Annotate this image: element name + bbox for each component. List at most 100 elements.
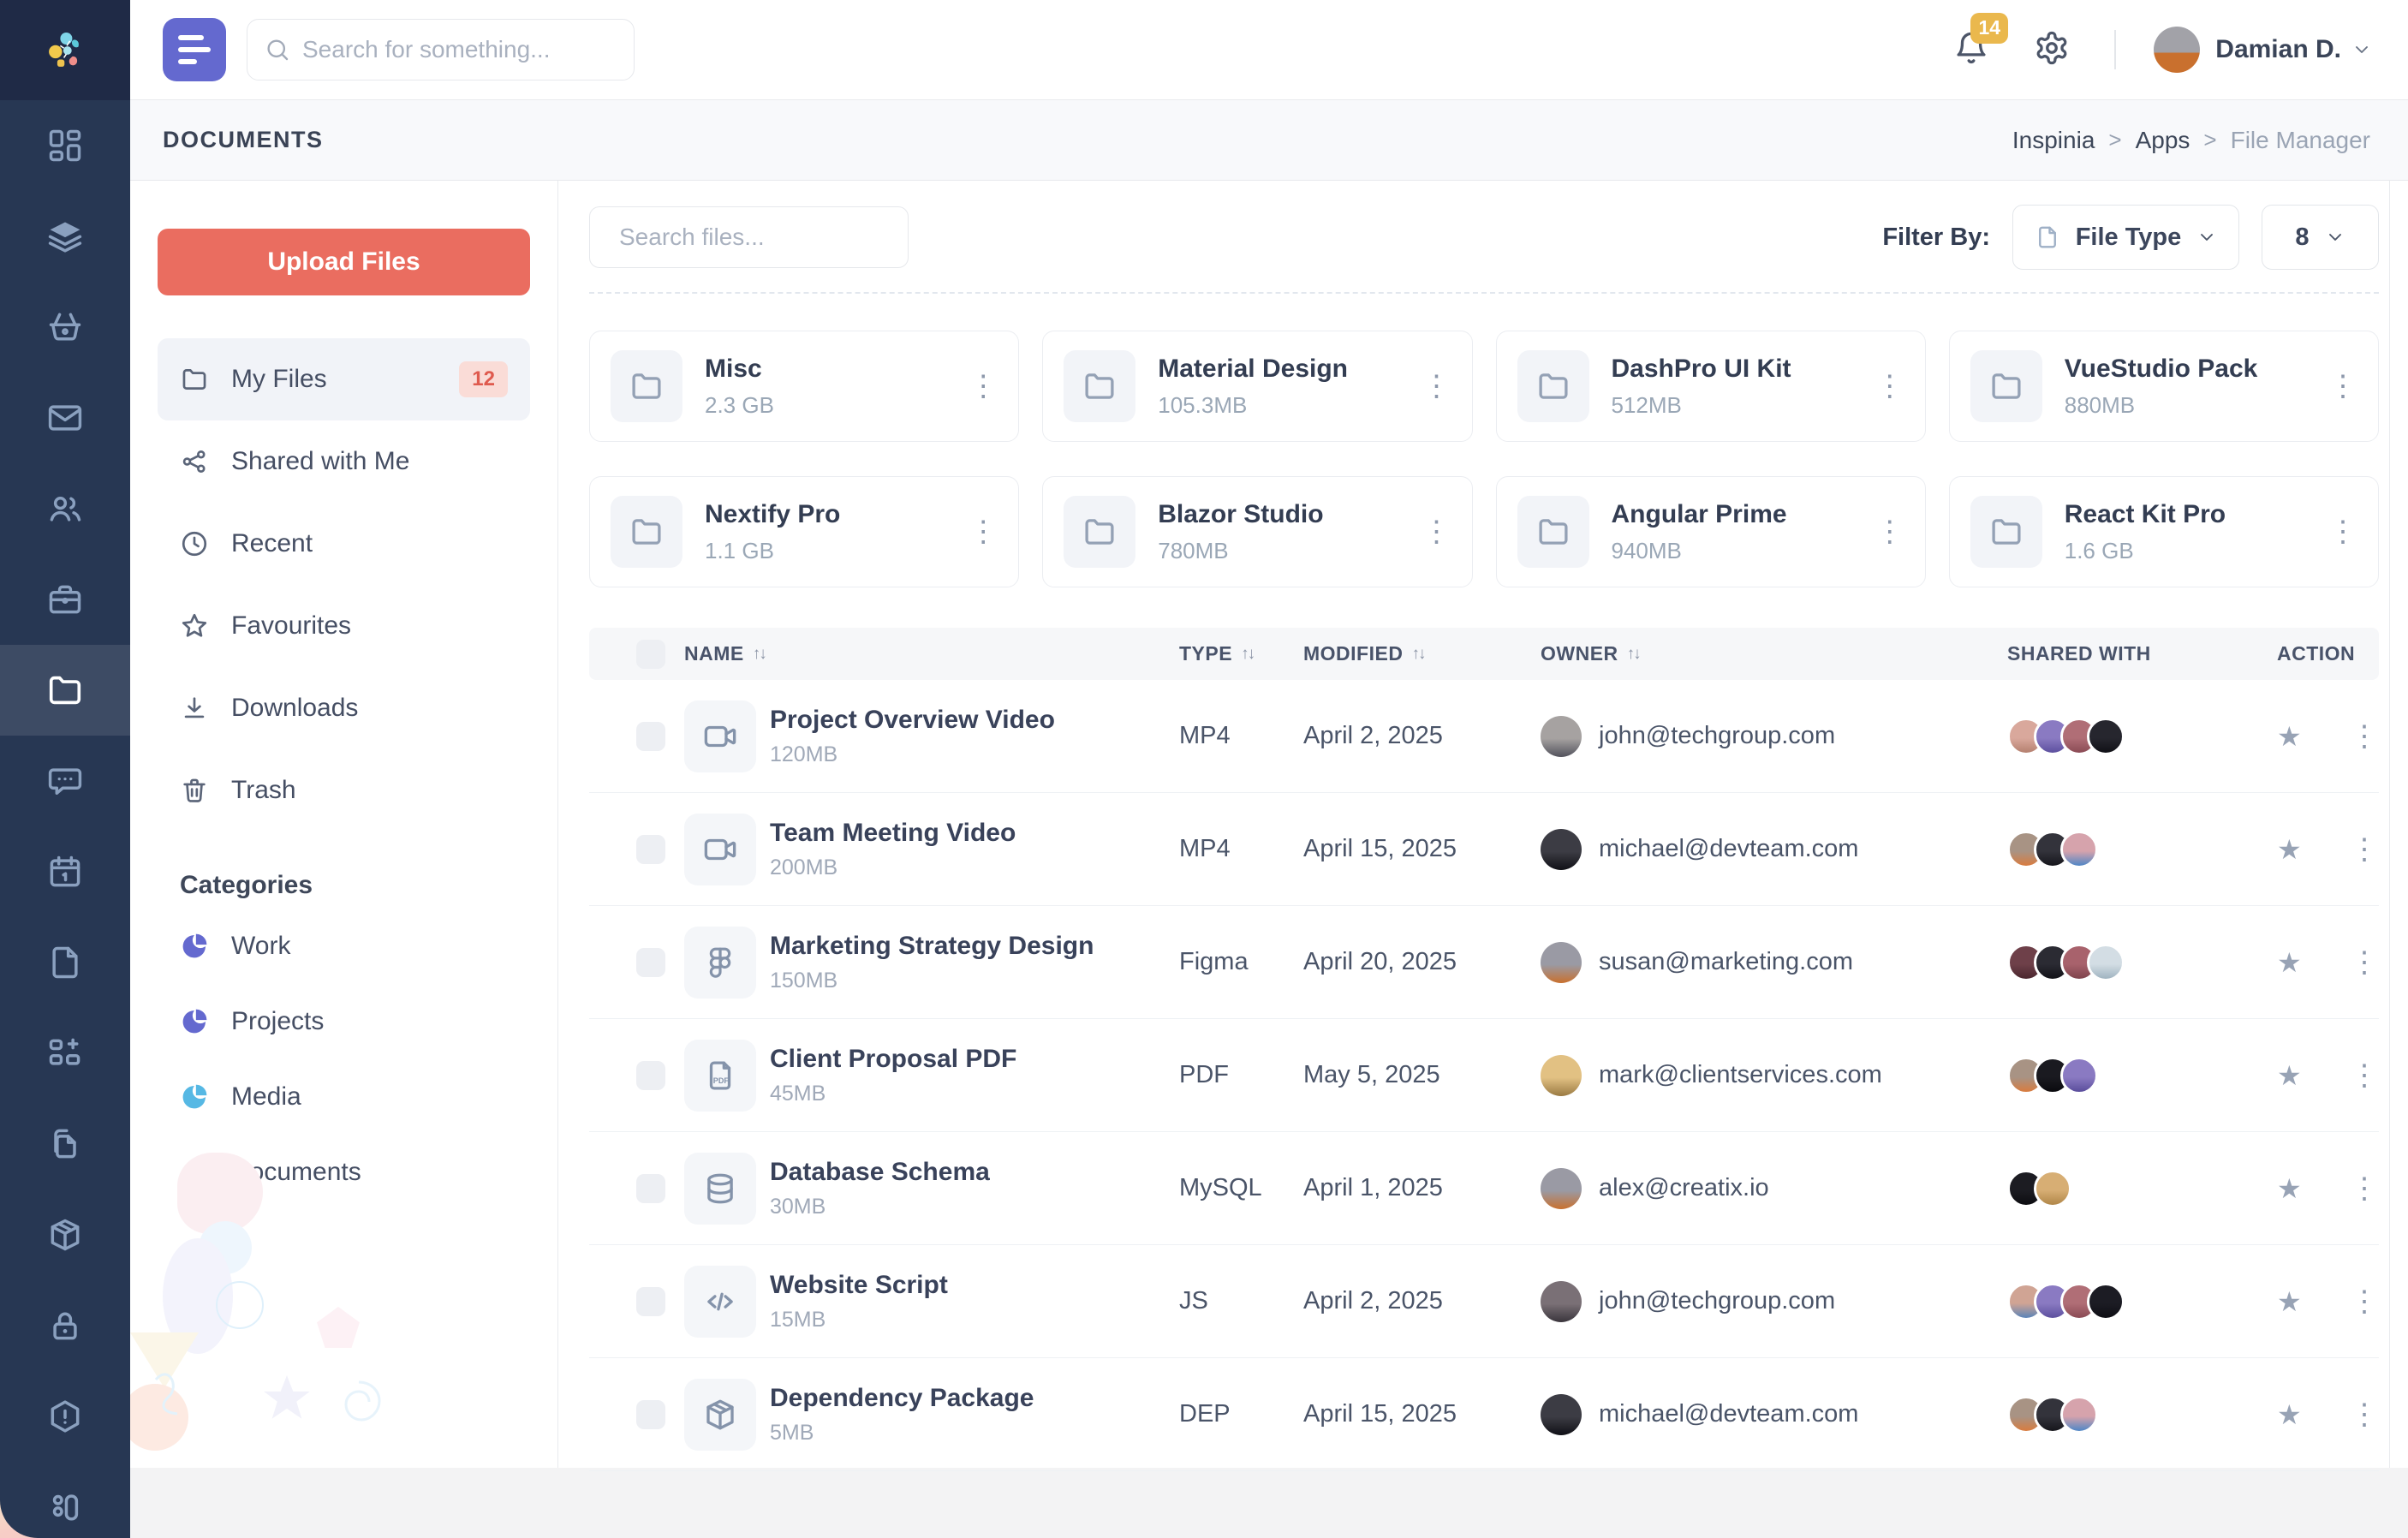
file-type-dropdown[interactable]: File Type	[2012, 205, 2239, 270]
folder-card[interactable]: Blazor Studio 780MB ⋮	[1042, 476, 1473, 587]
file-type: PDF	[1179, 1061, 1229, 1088]
sort-icon: ↑↓	[752, 644, 767, 663]
user-avatar[interactable]	[2154, 27, 2201, 73]
row-menu-button[interactable]: ⋮	[2350, 1398, 2379, 1431]
table-row[interactable]: Database Schema 30MB MySQL April 1, 2025 …	[589, 1132, 2379, 1245]
row-menu-button[interactable]: ⋮	[2350, 1171, 2379, 1205]
folder-menu-button[interactable]: ⋮	[1422, 370, 1451, 402]
folder-menu-button[interactable]: ⋮	[969, 370, 998, 402]
app-logo[interactable]	[0, 0, 130, 100]
favourite-star-button[interactable]: ★	[2277, 1059, 2302, 1091]
global-search-input[interactable]	[302, 36, 617, 63]
favourite-star-button[interactable]: ★	[2277, 1172, 2302, 1204]
favourite-star-button[interactable]: ★	[2277, 1398, 2302, 1430]
category-work[interactable]: Work	[158, 909, 530, 984]
files-search[interactable]	[589, 206, 928, 268]
row-checkbox[interactable]	[636, 1173, 665, 1203]
shared-avatars	[2007, 1395, 2277, 1434]
favourite-star-button[interactable]: ★	[2277, 720, 2302, 752]
folder-menu-button[interactable]: ⋮	[2328, 370, 2357, 402]
rail-item-layers[interactable]	[0, 191, 130, 282]
category-media[interactable]: Media	[158, 1059, 530, 1135]
global-search[interactable]	[247, 19, 635, 80]
nav-item-favourites[interactable]: Favourites	[158, 585, 530, 667]
folder-tile	[1064, 350, 1136, 422]
folder-menu-button[interactable]: ⋮	[1422, 516, 1451, 548]
folder-card[interactable]: Misc 2.3 GB ⋮	[589, 331, 1020, 442]
rail-item-mail[interactable]	[0, 373, 130, 463]
folder-menu-button[interactable]: ⋮	[969, 516, 998, 548]
owner-avatar	[1541, 1393, 1582, 1435]
page-size-dropdown[interactable]: 8	[2262, 205, 2379, 270]
nav-item-shared-with-me[interactable]: Shared with Me	[158, 420, 530, 503]
table-row[interactable]: PDF Client Proposal PDF 45MB PDF May 5, 2…	[589, 1019, 2379, 1132]
folder-menu-button[interactable]: ⋮	[2328, 516, 2357, 548]
rail-item-pages[interactable]	[0, 917, 130, 1008]
nav-item-my-files[interactable]: My Files 12	[158, 338, 530, 420]
rail-item-security[interactable]	[0, 1280, 130, 1371]
folder-card[interactable]: DashPro UI Kit 512MB ⋮	[1495, 331, 1926, 442]
row-checkbox[interactable]	[636, 947, 665, 977]
upload-files-button[interactable]: Upload Files	[158, 229, 530, 295]
rail-item-file-manager[interactable]	[0, 645, 130, 736]
rail-item-briefcase[interactable]	[0, 554, 130, 645]
decor-ellipse	[163, 1238, 233, 1354]
menu-toggle-button[interactable]	[163, 18, 226, 81]
trash-icon	[180, 776, 209, 805]
row-checkbox[interactable]	[636, 1060, 665, 1090]
folder-card[interactable]: Nextify Pro 1.1 GB ⋮	[589, 476, 1020, 587]
scrollbar-gutter[interactable]	[2389, 181, 2408, 1468]
rail-item-basket[interactable]	[0, 282, 130, 373]
rail-item-alerts[interactable]	[0, 1371, 130, 1462]
favourite-star-button[interactable]: ★	[2277, 1285, 2302, 1317]
column-header-type[interactable]: TYPE ↑↓	[1179, 642, 1255, 665]
breadcrumb-item[interactable]: Inspinia	[2012, 126, 2095, 153]
folder-menu-button[interactable]: ⋮	[1875, 516, 1904, 548]
rail-item-chat[interactable]	[0, 736, 130, 826]
row-checkbox[interactable]	[636, 1286, 665, 1316]
nav-item-downloads[interactable]: Downloads	[158, 667, 530, 749]
rail-item-widgets[interactable]	[0, 1008, 130, 1099]
rail-item-users[interactable]	[0, 463, 130, 554]
rail-item-dashboard[interactable]	[0, 100, 130, 191]
chevron-down-icon[interactable]	[2351, 39, 2372, 60]
files-search-input[interactable]	[619, 224, 928, 251]
users-icon	[50, 496, 81, 522]
folder-menu-button[interactable]: ⋮	[1875, 370, 1904, 402]
category-documents[interactable]: Documents	[158, 1135, 530, 1210]
select-all-checkbox[interactable]	[636, 639, 665, 669]
breadcrumb-item[interactable]: Apps	[2135, 126, 2190, 153]
favourite-star-button[interactable]: ★	[2277, 833, 2302, 865]
notifications-button[interactable]: 14	[1953, 12, 2009, 70]
nav-item-trash[interactable]: Trash	[158, 749, 530, 832]
row-menu-button[interactable]: ⋮	[2350, 1058, 2379, 1092]
row-menu-button[interactable]: ⋮	[2350, 945, 2379, 979]
table-row[interactable]: Marketing Strategy Design 150MB Figma Apr…	[589, 906, 2379, 1019]
row-menu-button[interactable]: ⋮	[2350, 1285, 2379, 1318]
user-name[interactable]: Damian D.	[2215, 35, 2341, 63]
table-row[interactable]: Website Script 15MB JS April 2, 2025 john…	[589, 1245, 2379, 1358]
column-header-owner[interactable]: OWNER ↑↓	[1541, 642, 1642, 665]
rail-item-calendar[interactable]	[0, 826, 130, 917]
row-checkbox[interactable]	[636, 1399, 665, 1429]
favourite-star-button[interactable]: ★	[2277, 946, 2302, 978]
nav-item-recent[interactable]: Recent	[158, 503, 530, 585]
table-row[interactable]: Project Overview Video 120MB MP4 April 2,…	[589, 680, 2379, 793]
table-row[interactable]: Team Meeting Video 200MB MP4 April 15, 20…	[589, 793, 2379, 906]
table-row[interactable]: Dependency Package 5MB DEP April 15, 2025…	[589, 1358, 2379, 1471]
column-header-name[interactable]: NAME ↑↓	[684, 642, 767, 665]
folder-card[interactable]: Angular Prime 940MB ⋮	[1495, 476, 1926, 587]
settings-button[interactable]	[2034, 30, 2070, 70]
column-header-modified[interactable]: MODIFIED ↑↓	[1303, 642, 1426, 665]
folder-card[interactable]: Material Design 105.3MB ⋮	[1042, 331, 1473, 442]
rail-item-copy[interactable]	[0, 1099, 130, 1189]
folder-card[interactable]: React Kit Pro 1.6 GB ⋮	[1948, 476, 2379, 587]
folder-card[interactable]: VueStudio Pack 880MB ⋮	[1948, 331, 2379, 442]
category-projects[interactable]: Projects	[158, 984, 530, 1059]
row-checkbox[interactable]	[636, 834, 665, 864]
row-menu-button[interactable]: ⋮	[2350, 719, 2379, 753]
rail-item-package[interactable]	[0, 1189, 130, 1280]
row-menu-button[interactable]: ⋮	[2350, 832, 2379, 866]
rail-item-layout[interactable]	[0, 1462, 130, 1538]
row-checkbox[interactable]	[636, 721, 665, 751]
